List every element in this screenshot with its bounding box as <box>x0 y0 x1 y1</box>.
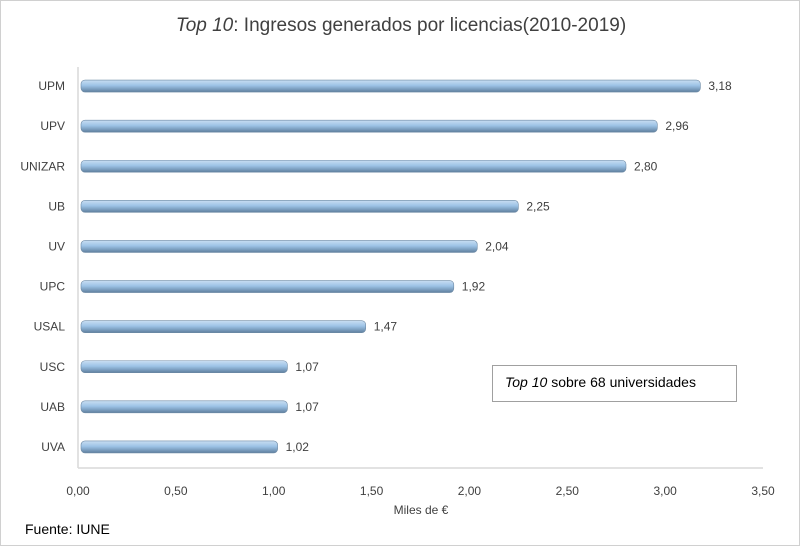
bar <box>80 360 288 374</box>
category-label: USC <box>40 360 66 374</box>
data-label: 2,25 <box>526 199 550 213</box>
category-label: UPM <box>38 79 65 93</box>
bar <box>80 119 658 133</box>
x-tick-label: 0,00 <box>66 484 90 498</box>
note-rest: sobre 68 universidades <box>547 374 696 390</box>
title-rest: : Ingresos generados por licencias(2010-… <box>233 15 627 36</box>
bar <box>80 240 478 253</box>
data-label: 1,92 <box>462 280 486 294</box>
source-label: Fuente: IUNE <box>25 521 110 537</box>
chart-title: Top 10: Ingresos generados por licencias… <box>1 15 799 37</box>
x-tick-label: 3,50 <box>751 484 775 498</box>
x-tick-label: 2,00 <box>458 484 482 498</box>
x-tick-label: 3,00 <box>653 484 677 498</box>
bar <box>80 200 519 213</box>
bar <box>80 159 627 173</box>
category-label: UAB <box>40 400 65 414</box>
category-label: UV <box>48 239 65 253</box>
bar <box>80 280 455 293</box>
category-label: UVA <box>41 440 65 454</box>
bar <box>80 320 367 333</box>
x-axis-label: Miles de € <box>393 503 449 517</box>
annotation-box: Top 10 sobre 68 universidades <box>492 365 737 402</box>
category-label: UNIZAR <box>20 159 65 173</box>
category-label: UB <box>48 199 65 213</box>
data-label: 2,96 <box>665 119 689 133</box>
note-italic: Top 10 <box>505 374 548 390</box>
category-label: UPC <box>40 280 66 294</box>
bar <box>80 400 288 414</box>
category-label: USAL <box>34 320 66 334</box>
data-label: 1,07 <box>295 400 319 414</box>
x-tick-label: 0,50 <box>164 484 188 498</box>
data-label: 1,07 <box>295 360 319 374</box>
data-label: 3,18 <box>708 79 732 93</box>
x-tick-label: 2,50 <box>556 484 580 498</box>
data-label: 1,47 <box>374 320 398 334</box>
x-tick-label: 1,00 <box>262 484 286 498</box>
data-label: 2,04 <box>485 239 509 253</box>
data-label: 2,80 <box>634 159 658 173</box>
title-italic: Top 10 <box>175 15 234 36</box>
bar <box>80 440 278 454</box>
bar <box>80 79 701 93</box>
x-tick-label: 1,50 <box>360 484 384 498</box>
category-label: UPV <box>40 119 65 133</box>
data-label: 1,02 <box>286 440 310 454</box>
